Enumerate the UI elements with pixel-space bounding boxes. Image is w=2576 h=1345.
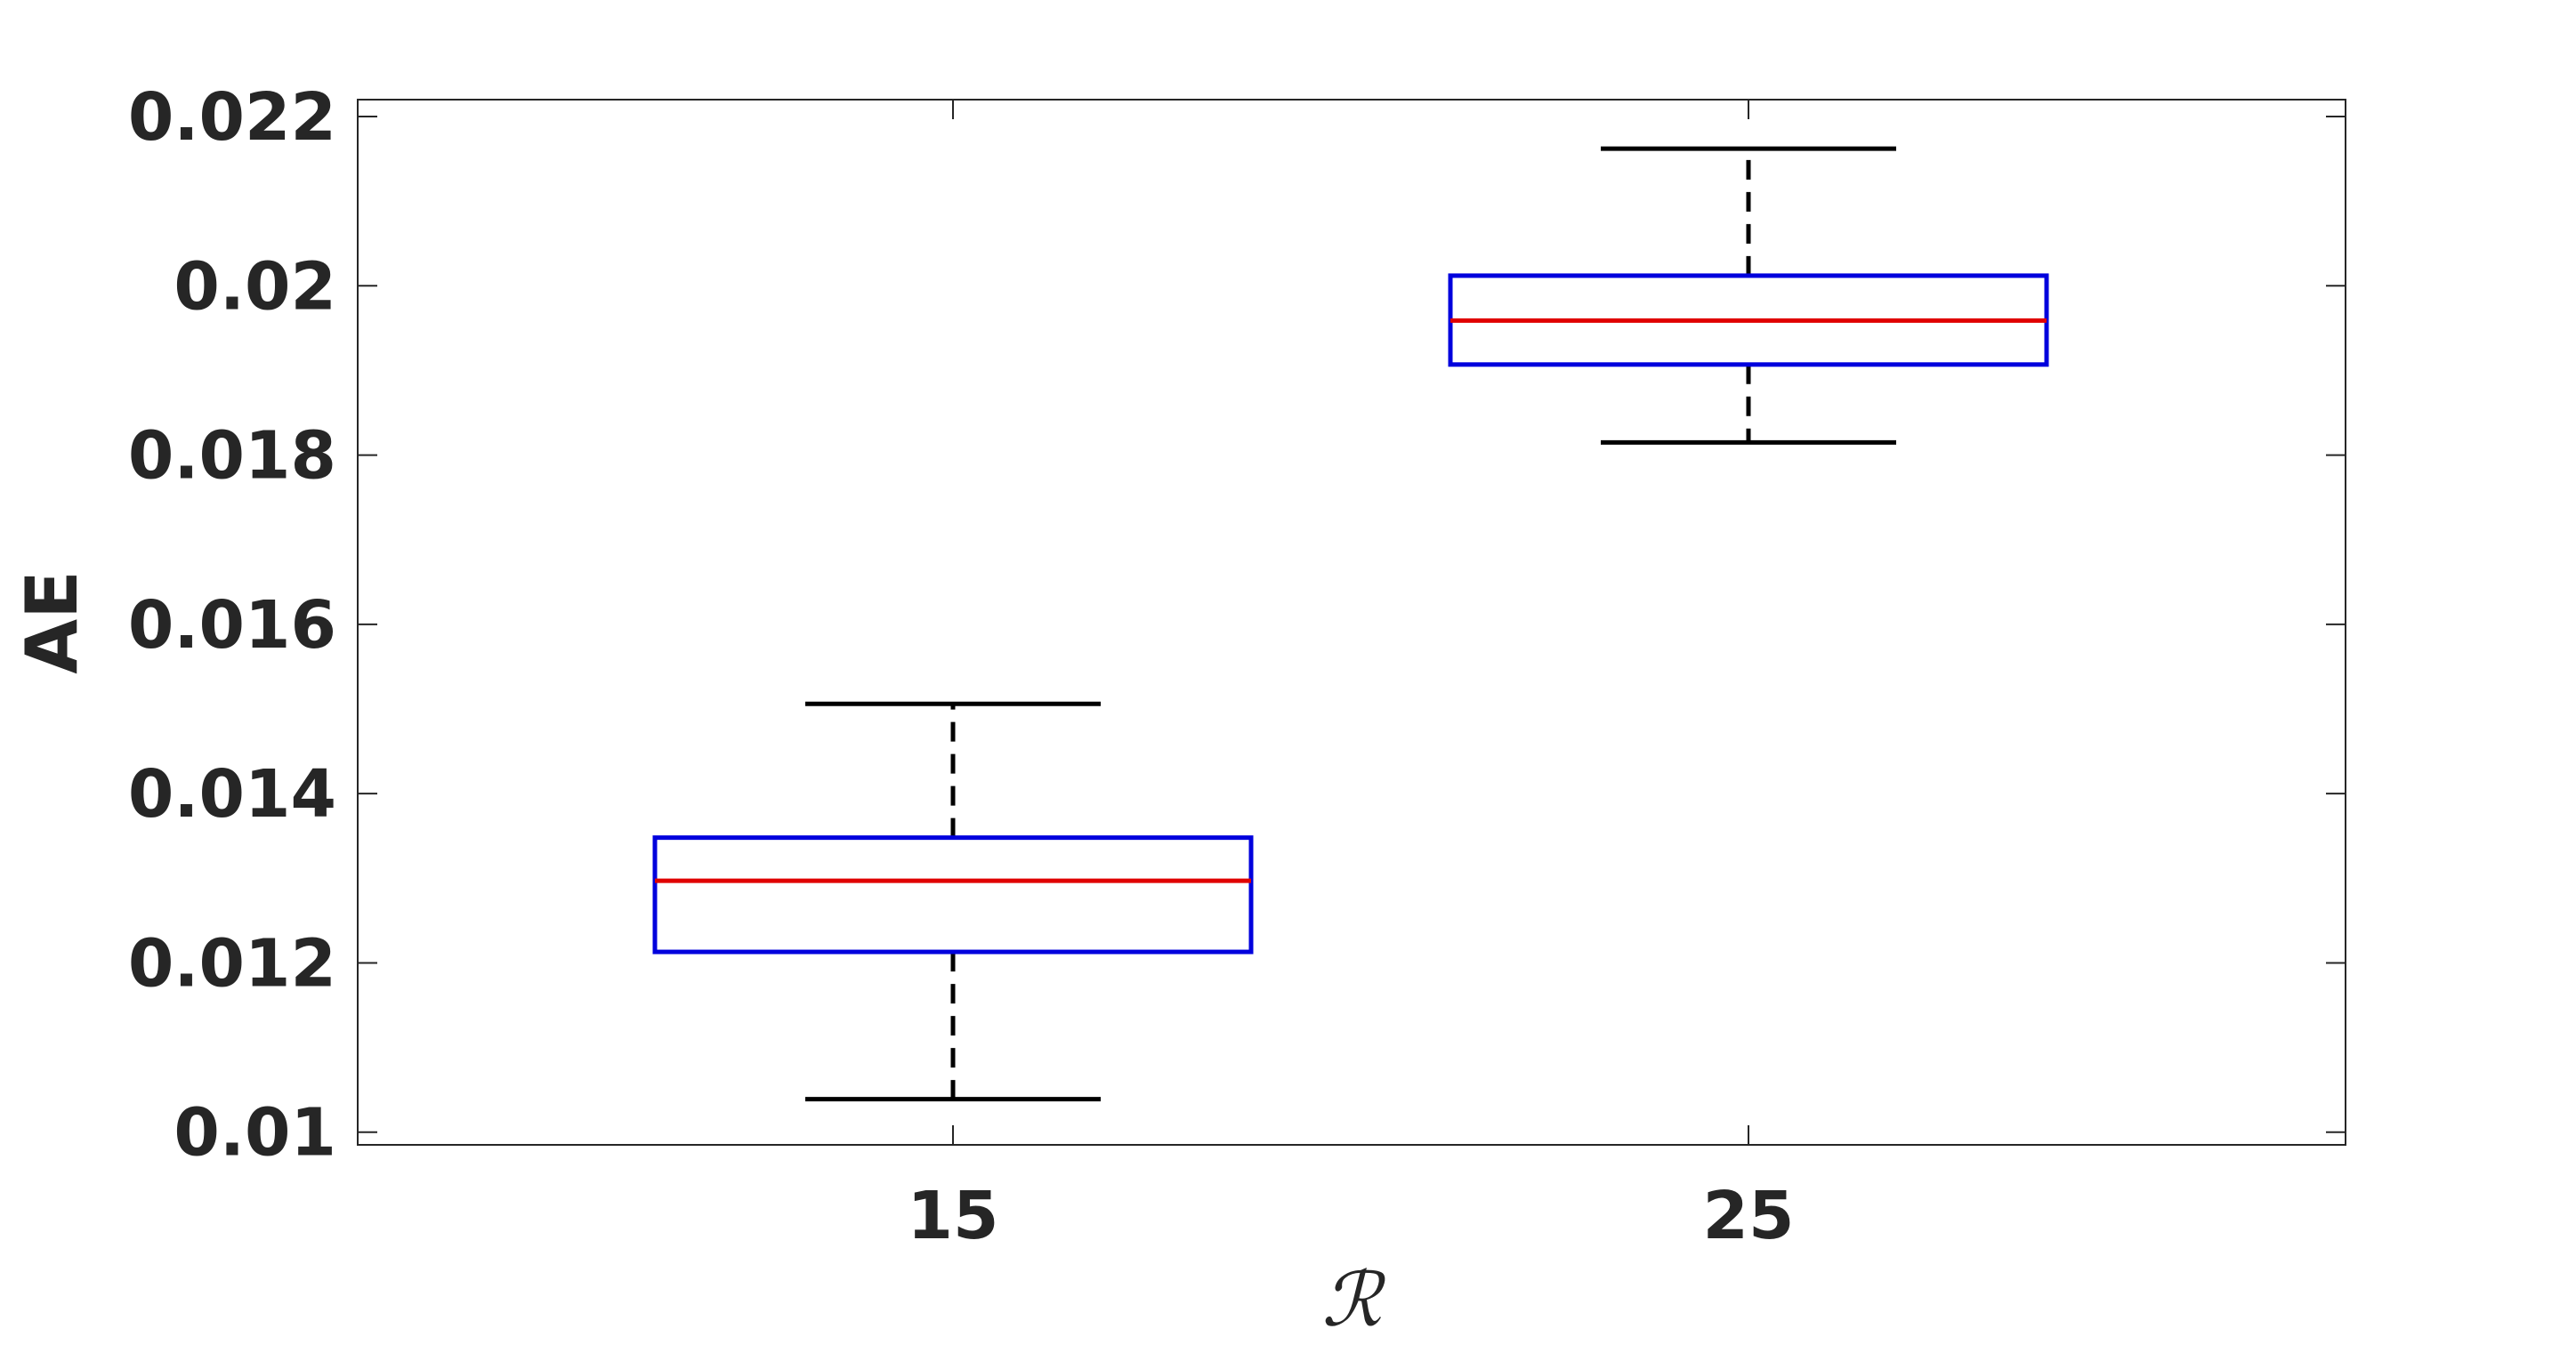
y-tick-label: 0.022 [128,79,336,156]
y-tick-label: 0.014 [128,756,336,833]
x-axis: 15 25 [908,100,1795,1254]
y-tick-label: 0.01 [174,1095,336,1172]
x-tick-label: 15 [908,1178,999,1254]
y-tick-label: 0.012 [128,925,336,1002]
y-tick-label: 0.018 [128,418,336,495]
y-tick-label: 0.02 [174,248,336,325]
y-axis-label: AE [11,570,93,674]
x-axis-label: ℛ [1321,1256,1385,1343]
iqr-box [652,835,1254,954]
plot-area [357,99,2346,1146]
box-25 [1448,146,2049,445]
x-tick-label: 25 [1703,1178,1795,1254]
box-15 [652,701,1254,1102]
y-axis: 0.01 0.012 0.014 0.016 0.018 0.02 0.022 [128,79,2346,1172]
y-tick-label: 0.016 [128,587,336,664]
boxes-group [652,146,2049,1102]
